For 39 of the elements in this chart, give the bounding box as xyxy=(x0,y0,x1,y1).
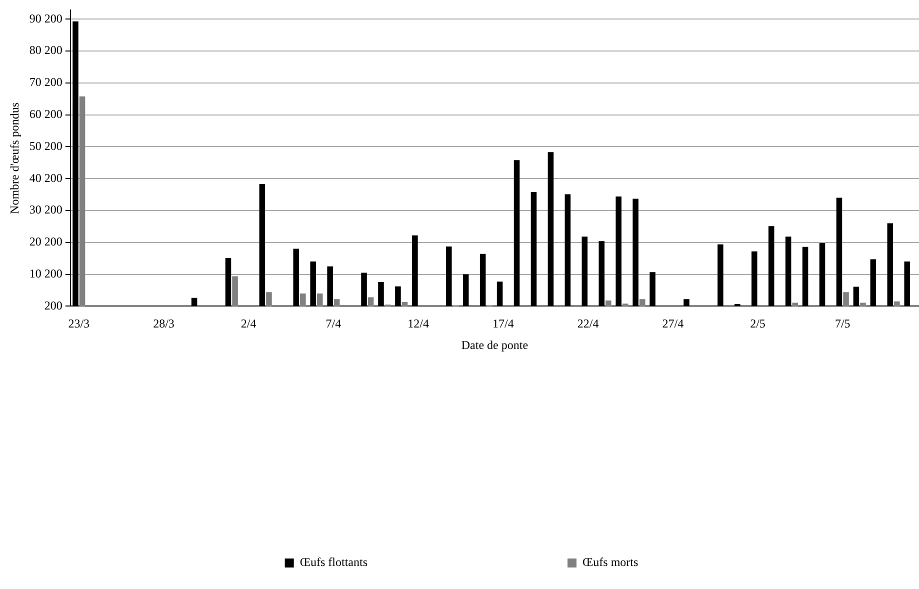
legend-label: Œufs flottants xyxy=(300,555,368,570)
bar xyxy=(334,299,340,306)
y-tick-label: 80 200 xyxy=(29,43,62,58)
x-tick-label: 22/4 xyxy=(577,316,599,331)
bar xyxy=(894,301,900,306)
y-tick-label: 90 200 xyxy=(29,11,62,26)
bar xyxy=(792,302,798,306)
y-tick-label: 70 200 xyxy=(29,75,62,90)
y-axis-title: Nombre d'œufs pondus xyxy=(7,102,22,214)
x-tick-label: 2/4 xyxy=(240,316,256,331)
y-tick-label: 200 xyxy=(44,298,62,312)
x-tick-label: 7/4 xyxy=(326,316,342,331)
y-tick-label: 60 200 xyxy=(29,106,62,121)
x-tick-label: 28/3 xyxy=(153,316,174,331)
bar xyxy=(79,96,86,306)
bar xyxy=(402,302,408,306)
y-tick-label: 20 200 xyxy=(29,234,62,249)
x-tick-label: 17/4 xyxy=(492,316,514,331)
y-tick-label: 30 200 xyxy=(29,202,62,217)
bar xyxy=(622,304,628,306)
bar xyxy=(843,292,849,306)
x-tick-label: 2/5 xyxy=(750,316,766,331)
bar xyxy=(639,299,646,306)
bar xyxy=(368,297,374,306)
bar xyxy=(606,300,612,306)
y-tick-label: 10 200 xyxy=(29,266,62,280)
bar xyxy=(860,302,866,306)
bar xyxy=(266,292,272,306)
x-tick-label: 12/4 xyxy=(408,316,429,331)
legend-label: Œufs morts xyxy=(582,555,638,570)
y-tick-label: 40 200 xyxy=(29,170,62,185)
bar xyxy=(317,293,323,306)
y-tick-label: 50 200 xyxy=(29,138,62,153)
x-tick-label: 7/5 xyxy=(834,316,850,331)
bar xyxy=(300,293,306,306)
bar xyxy=(232,276,238,306)
x-axis-title: Date de ponte xyxy=(461,338,528,352)
x-tick-label: 27/4 xyxy=(662,316,684,331)
x-tick-label: 23/3 xyxy=(68,316,90,331)
